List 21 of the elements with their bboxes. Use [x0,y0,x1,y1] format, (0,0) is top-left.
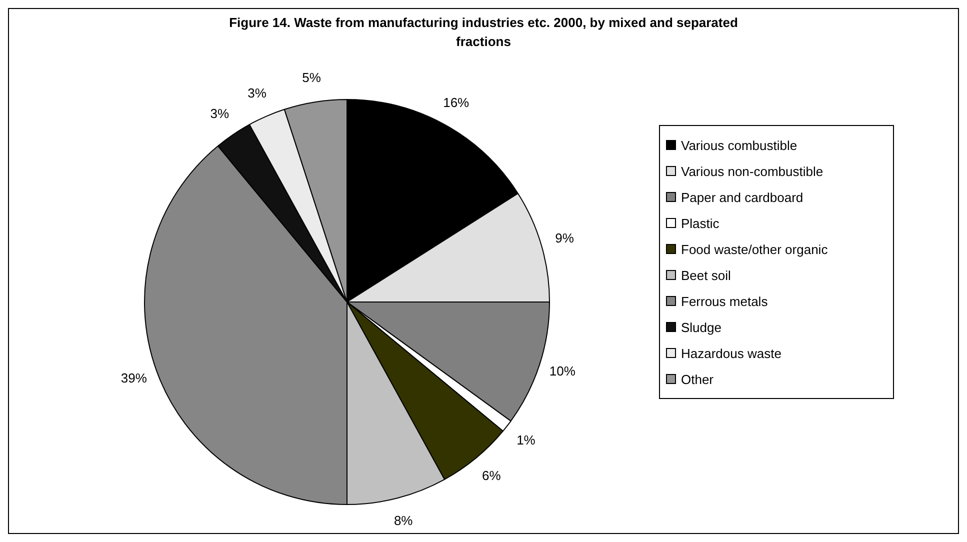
data-label: 6% [482,468,502,484]
data-label: 16% [443,95,470,110]
legend-label: Hazardous waste [681,346,782,360]
legend-label: Paper and cardboard [681,190,804,204]
data-label: 3% [210,106,230,122]
data-label: 9% [555,230,574,246]
data-label: 3% [248,86,267,101]
data-label: 5% [302,70,322,85]
legend-label: Various non-combustible [681,164,824,178]
chart-title: Figure 14. Waste from manufacturing industries etc. 2000, by mixed and separated fractions [228,14,739,51]
legend-label: Beet soil [681,268,731,282]
legend-label: Ferrous metals [681,294,768,308]
data-label: 39% [120,370,148,386]
legend-label: Other [681,372,714,386]
data-label: 8% [394,512,414,528]
data-label: 10% [549,364,576,379]
legend-label: Plastic [681,216,720,230]
legend-label: Various combustible [681,138,798,152]
data-label: 1% [516,432,536,448]
legend-label: Sludge [681,320,722,334]
legend-label: Food waste/other organic [681,242,828,256]
